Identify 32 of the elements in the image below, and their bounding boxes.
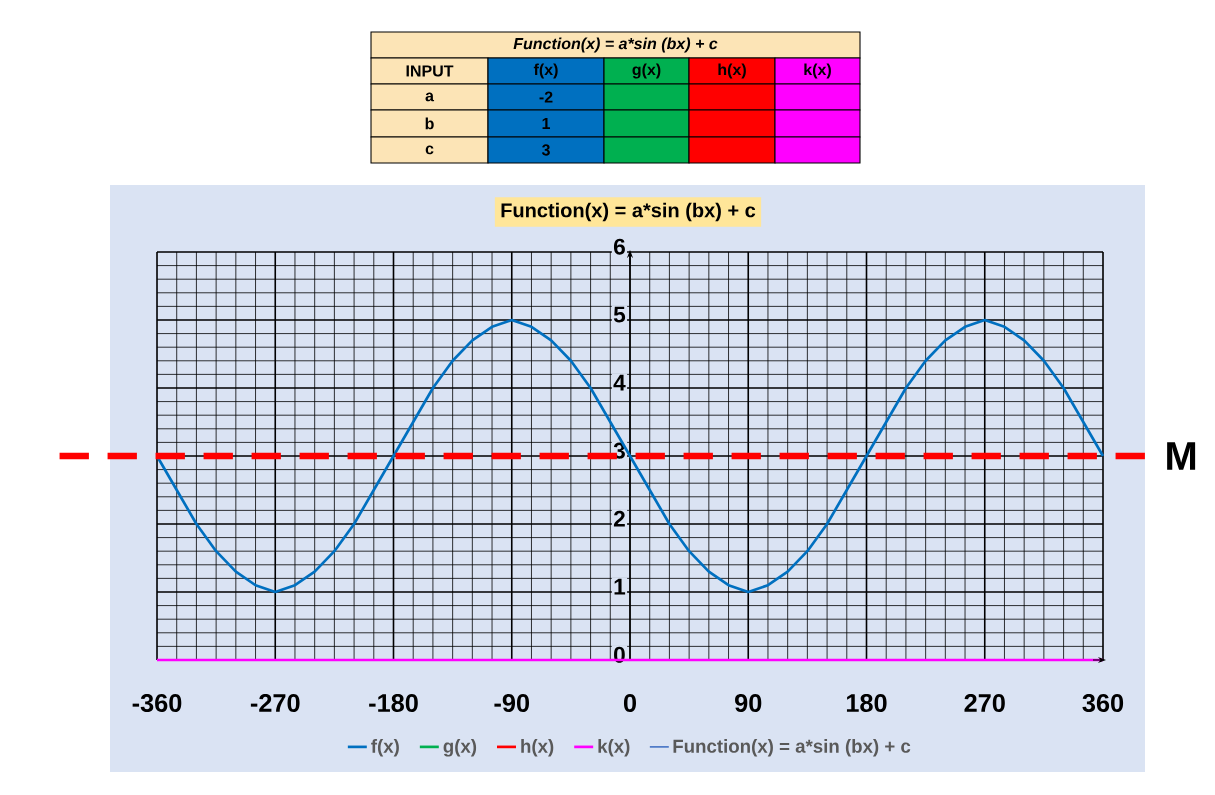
x-tick-label: 360 (1082, 694, 1124, 713)
legend-label: f(x) (371, 739, 399, 757)
y-tick-label: 1 (614, 578, 626, 595)
text: b (425, 117, 434, 130)
text: 1 (542, 117, 550, 129)
x-tick-label: -90 (494, 694, 530, 712)
y-tick-label: 2 (613, 510, 625, 527)
x-tick-label: -360 (132, 694, 182, 713)
text: 3 (541, 144, 550, 156)
legend-label: k(x) (598, 739, 630, 757)
text: h(x) (718, 63, 746, 79)
ref-line-label: M (1167, 442, 1196, 470)
text: g(x) (632, 63, 661, 79)
text: INPUT (406, 65, 454, 77)
text: Function(x) = a*sin (bx) + c (513, 37, 718, 53)
y-tick-label: 4 (613, 374, 626, 391)
x-tick-label: 90 (735, 694, 762, 712)
legend-label: g(x) (443, 739, 477, 757)
legend-label: h(x) (521, 739, 554, 757)
legend-label: Function(x) = a*sin (bx) + c (673, 739, 911, 757)
text: -2 (539, 91, 553, 103)
x-tick-label: 270 (964, 694, 1005, 712)
x-tick-label: -270 (250, 694, 300, 712)
text: f(x) (533, 63, 558, 79)
x-tick-label: -180 (369, 694, 418, 712)
chart-title: Function(x) = a*sin (bx) + c (501, 202, 756, 222)
y-tick-label: 6 (613, 238, 625, 255)
x-tick-label: 180 (846, 694, 887, 712)
text: a (425, 92, 435, 102)
y-tick-label: 5 (613, 306, 626, 323)
text: k(x) (804, 63, 831, 79)
text: c (425, 145, 434, 155)
